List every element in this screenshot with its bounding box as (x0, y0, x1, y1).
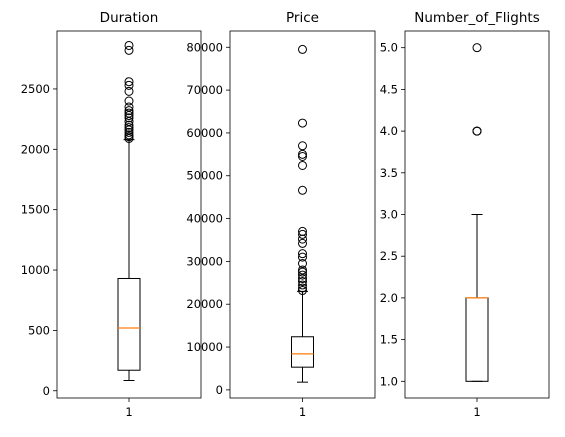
axes-frame (229, 30, 376, 399)
outlier-point (298, 118, 307, 128)
outlier-point (124, 40, 134, 50)
chart-panel-1: Duration 0 500 1000 1500 2000 2500 1 (21, 10, 202, 419)
outlier-point (298, 185, 307, 195)
outlier-point (298, 252, 307, 262)
y-tick-label: 4.0 (380, 124, 398, 138)
outlier-point (298, 249, 307, 259)
y-tick-label: 3.0 (380, 208, 398, 222)
outlier-point (124, 77, 134, 87)
y-tick-label: 0 (43, 384, 50, 398)
y-tick-label: 10000 (186, 340, 223, 354)
y-tick-label: 5.0 (380, 41, 398, 55)
outlier-point (298, 283, 307, 293)
outlier-point (124, 96, 134, 106)
outlier-point (298, 229, 307, 239)
outlier-point (124, 130, 134, 140)
outlier-point (472, 126, 482, 136)
outlier-point (298, 160, 307, 170)
y-tick-label: 50000 (186, 169, 223, 183)
y-tick-label: 2.0 (380, 291, 398, 305)
outlier-point (298, 270, 307, 280)
iqr-box (291, 336, 314, 368)
chart-title: Duration (100, 10, 159, 26)
outlier-point (472, 43, 482, 53)
outlier-point (124, 106, 134, 116)
outlier-point (298, 259, 307, 269)
y-tick-label: 2000 (21, 142, 50, 156)
outlier-point (298, 274, 307, 284)
y-tick-label: 3.5 (380, 166, 398, 180)
y-tick-label: 1500 (21, 203, 50, 217)
y-tick-label: 60000 (186, 126, 223, 140)
y-tick-label: 1000 (21, 263, 50, 277)
outlier-point (124, 80, 134, 90)
chart-title: Number_of_Flights (414, 10, 539, 26)
outlier-point (124, 127, 134, 137)
y-tick-label: 1.5 (380, 333, 398, 347)
y-tick-label: 30000 (186, 254, 223, 268)
y-tick-label: 500 (28, 323, 50, 337)
outlier-point (298, 149, 307, 159)
outlier-point (124, 120, 134, 130)
axes-frame (404, 30, 550, 399)
outlier-point (298, 280, 307, 290)
iqr-box (465, 297, 489, 382)
outlier-point (298, 141, 307, 151)
outlier-point (298, 286, 307, 296)
outlier-point (124, 45, 134, 55)
x-tick-label: 1 (299, 405, 306, 419)
outlier-point (298, 44, 307, 54)
x-tick-label: 1 (473, 405, 480, 419)
outlier-point (124, 123, 134, 133)
y-tick-label: 1.0 (380, 374, 398, 388)
y-tick-label: 70000 (186, 83, 223, 97)
outlier-point (124, 86, 134, 96)
outlier-point (124, 102, 134, 112)
axes-frame (56, 30, 202, 399)
chart-title: Price (286, 10, 319, 26)
outlier-point (298, 238, 307, 248)
chart-panel-3: Number_of_Flights 1.0 1.5 2.0 2.5 3.0 3.5 4.0 4.… (380, 10, 550, 419)
y-tick-label: 2.5 (380, 249, 398, 263)
y-tick-label: 40000 (186, 212, 223, 226)
outlier-point (298, 277, 307, 287)
y-tick-label: 80000 (186, 40, 223, 54)
outlier-point (124, 108, 134, 118)
y-tick-label: 4.5 (380, 82, 398, 96)
outlier-point (124, 113, 134, 123)
outlier-point (298, 267, 307, 277)
iqr-box (117, 277, 141, 371)
outlier-point (298, 226, 307, 236)
outlier-point (298, 265, 307, 275)
x-tick-label: 1 (125, 405, 132, 419)
chart-panel-2: Price 0 10000 20000 30000 40000 50000 60000 7000… (186, 10, 376, 419)
outlier-point (298, 151, 307, 161)
y-tick-label: 0 (216, 383, 223, 397)
y-tick-label: 2500 (21, 82, 50, 96)
y-tick-label: 20000 (186, 297, 223, 311)
